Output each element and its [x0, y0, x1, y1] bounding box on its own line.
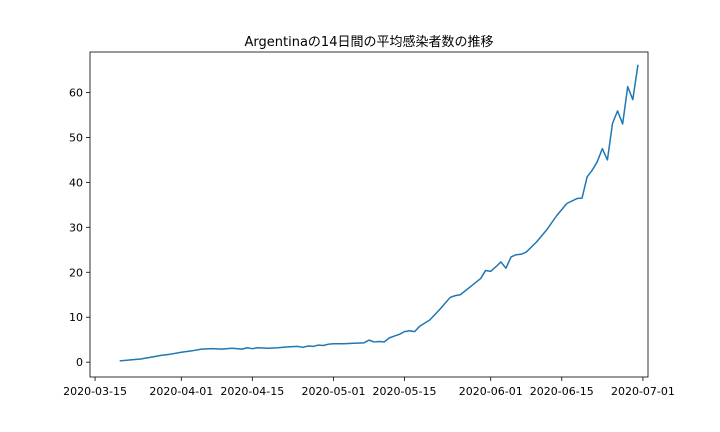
- series-layer: [119, 64, 639, 362]
- x-tick-label: 2020-04-01: [149, 385, 213, 398]
- y-tick-label: 30: [69, 221, 83, 234]
- y-tick-label: 0: [76, 356, 83, 369]
- y-tick-label: 10: [69, 311, 83, 324]
- y-tick-label: 40: [69, 176, 83, 189]
- y-axis: 0 10 20 30 40 50 60: [69, 86, 90, 369]
- x-tick-label: 2020-05-15: [373, 385, 437, 398]
- x-tick-label: 2020-06-01: [459, 385, 523, 398]
- series-line: [119, 64, 639, 362]
- x-axis: 2020-03-15 2020-04-01 2020-04-15 2020-05-01…: [63, 377, 675, 398]
- y-tick-label: 60: [69, 86, 83, 99]
- x-tick-label: 2020-05-01: [302, 385, 366, 398]
- plot-area-frame: [89, 51, 649, 378]
- x-tick-label: 2020-04-15: [220, 385, 284, 398]
- x-tick-label: 2020-06-15: [530, 385, 594, 398]
- y-tick-label: 20: [69, 266, 83, 279]
- y-tick-label: 50: [69, 131, 83, 144]
- x-tick-label: 2020-03-15: [63, 385, 127, 398]
- x-tick-label: 2020-07-01: [611, 385, 675, 398]
- chart-title: Argentinaの14日間の平均感染者数の推移: [245, 34, 494, 50]
